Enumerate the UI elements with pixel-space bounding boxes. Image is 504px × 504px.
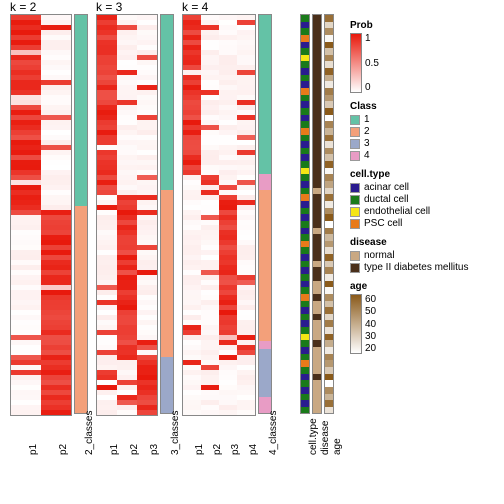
annotation-column [312, 14, 322, 414]
legend-label: type II diabetes mellitus [364, 262, 469, 273]
annotation-tracks: cell.typediseaseage [300, 14, 336, 414]
legend-tick: 0 [365, 82, 379, 93]
legend-label: normal [364, 250, 395, 261]
column-label: p1 [28, 444, 39, 455]
panel-title: k = 2 [10, 0, 36, 14]
column-label: p1 [109, 444, 120, 455]
legend-gradient [350, 294, 362, 354]
legend-swatch [350, 263, 360, 273]
legend-label: 1 [364, 114, 370, 125]
legend-swatch [350, 139, 360, 149]
annotation-column [324, 14, 334, 414]
legend-label: 3 [364, 138, 370, 149]
legend-tick: 30 [365, 331, 376, 342]
class-bar [74, 14, 88, 414]
class-bar [160, 14, 174, 414]
legend-label: endothelial cell [364, 206, 430, 217]
legend-swatch [350, 183, 360, 193]
legend-swatch [350, 127, 360, 137]
column-label: p1 [194, 444, 205, 455]
legend-tick: 1 [365, 33, 379, 44]
legend-item: 1 [350, 114, 469, 125]
legend-label: 4 [364, 150, 370, 161]
legend-swatch [350, 151, 360, 161]
class-bar-label: 3_classes [170, 411, 181, 455]
legend-title: disease [350, 237, 469, 248]
legend-item: type II diabetes mellitus [350, 262, 469, 273]
class-bar [258, 14, 272, 414]
column-label: p3 [149, 444, 160, 455]
legend-item: PSC cell [350, 218, 469, 229]
legend-title: age [350, 281, 469, 292]
legend-swatch [350, 207, 360, 217]
legend-item: acinar cell [350, 182, 469, 193]
column-label: p2 [212, 444, 223, 455]
legend-item: 4 [350, 150, 469, 161]
annotation-column [300, 14, 310, 414]
legend-title: Class [350, 101, 469, 112]
annotation-label: disease [320, 421, 331, 455]
legend-swatch [350, 115, 360, 125]
column-label: p2 [58, 444, 69, 455]
legend-tick: 20 [365, 343, 376, 354]
legend-label: ductal cell [364, 194, 408, 205]
legend-item: endothelial cell [350, 206, 469, 217]
legend-swatch [350, 219, 360, 229]
heatmap [182, 14, 256, 416]
panel-title: k = 3 [96, 0, 122, 14]
legend-item: ductal cell [350, 194, 469, 205]
legend-title: cell.type [350, 169, 469, 180]
legend-swatch [350, 251, 360, 261]
legend-label: acinar cell [364, 182, 409, 193]
heatmap [10, 14, 72, 416]
legend-item: 3 [350, 138, 469, 149]
class-bar-label: 4_classes [268, 411, 279, 455]
column-label: p2 [129, 444, 140, 455]
legend-title: Prob [350, 20, 469, 31]
heatmap [96, 14, 158, 416]
annotation-label: age [332, 438, 343, 455]
legend-item: 2 [350, 126, 469, 137]
column-label: p3 [230, 444, 241, 455]
legend-item: normal [350, 250, 469, 261]
heatmap-panels: k = 2p1p22_classesk = 3p1p2p33_classesk … [10, 14, 280, 416]
annotation-label: cell.type [308, 418, 319, 455]
legend-swatch [350, 195, 360, 205]
legend-block: Prob10.50Class1234cell.typeacinar celldu… [350, 20, 469, 362]
class-bar-label: 2_classes [84, 411, 95, 455]
legend-gradient [350, 33, 362, 93]
legend-tick: 50 [365, 306, 376, 317]
legend-tick: 40 [365, 319, 376, 330]
legend-tick: 60 [365, 294, 376, 305]
column-label: p4 [248, 444, 259, 455]
legend-label: 2 [364, 126, 370, 137]
legend-tick: 0.5 [365, 58, 379, 69]
legend-label: PSC cell [364, 218, 402, 229]
panel-title: k = 4 [182, 0, 208, 14]
